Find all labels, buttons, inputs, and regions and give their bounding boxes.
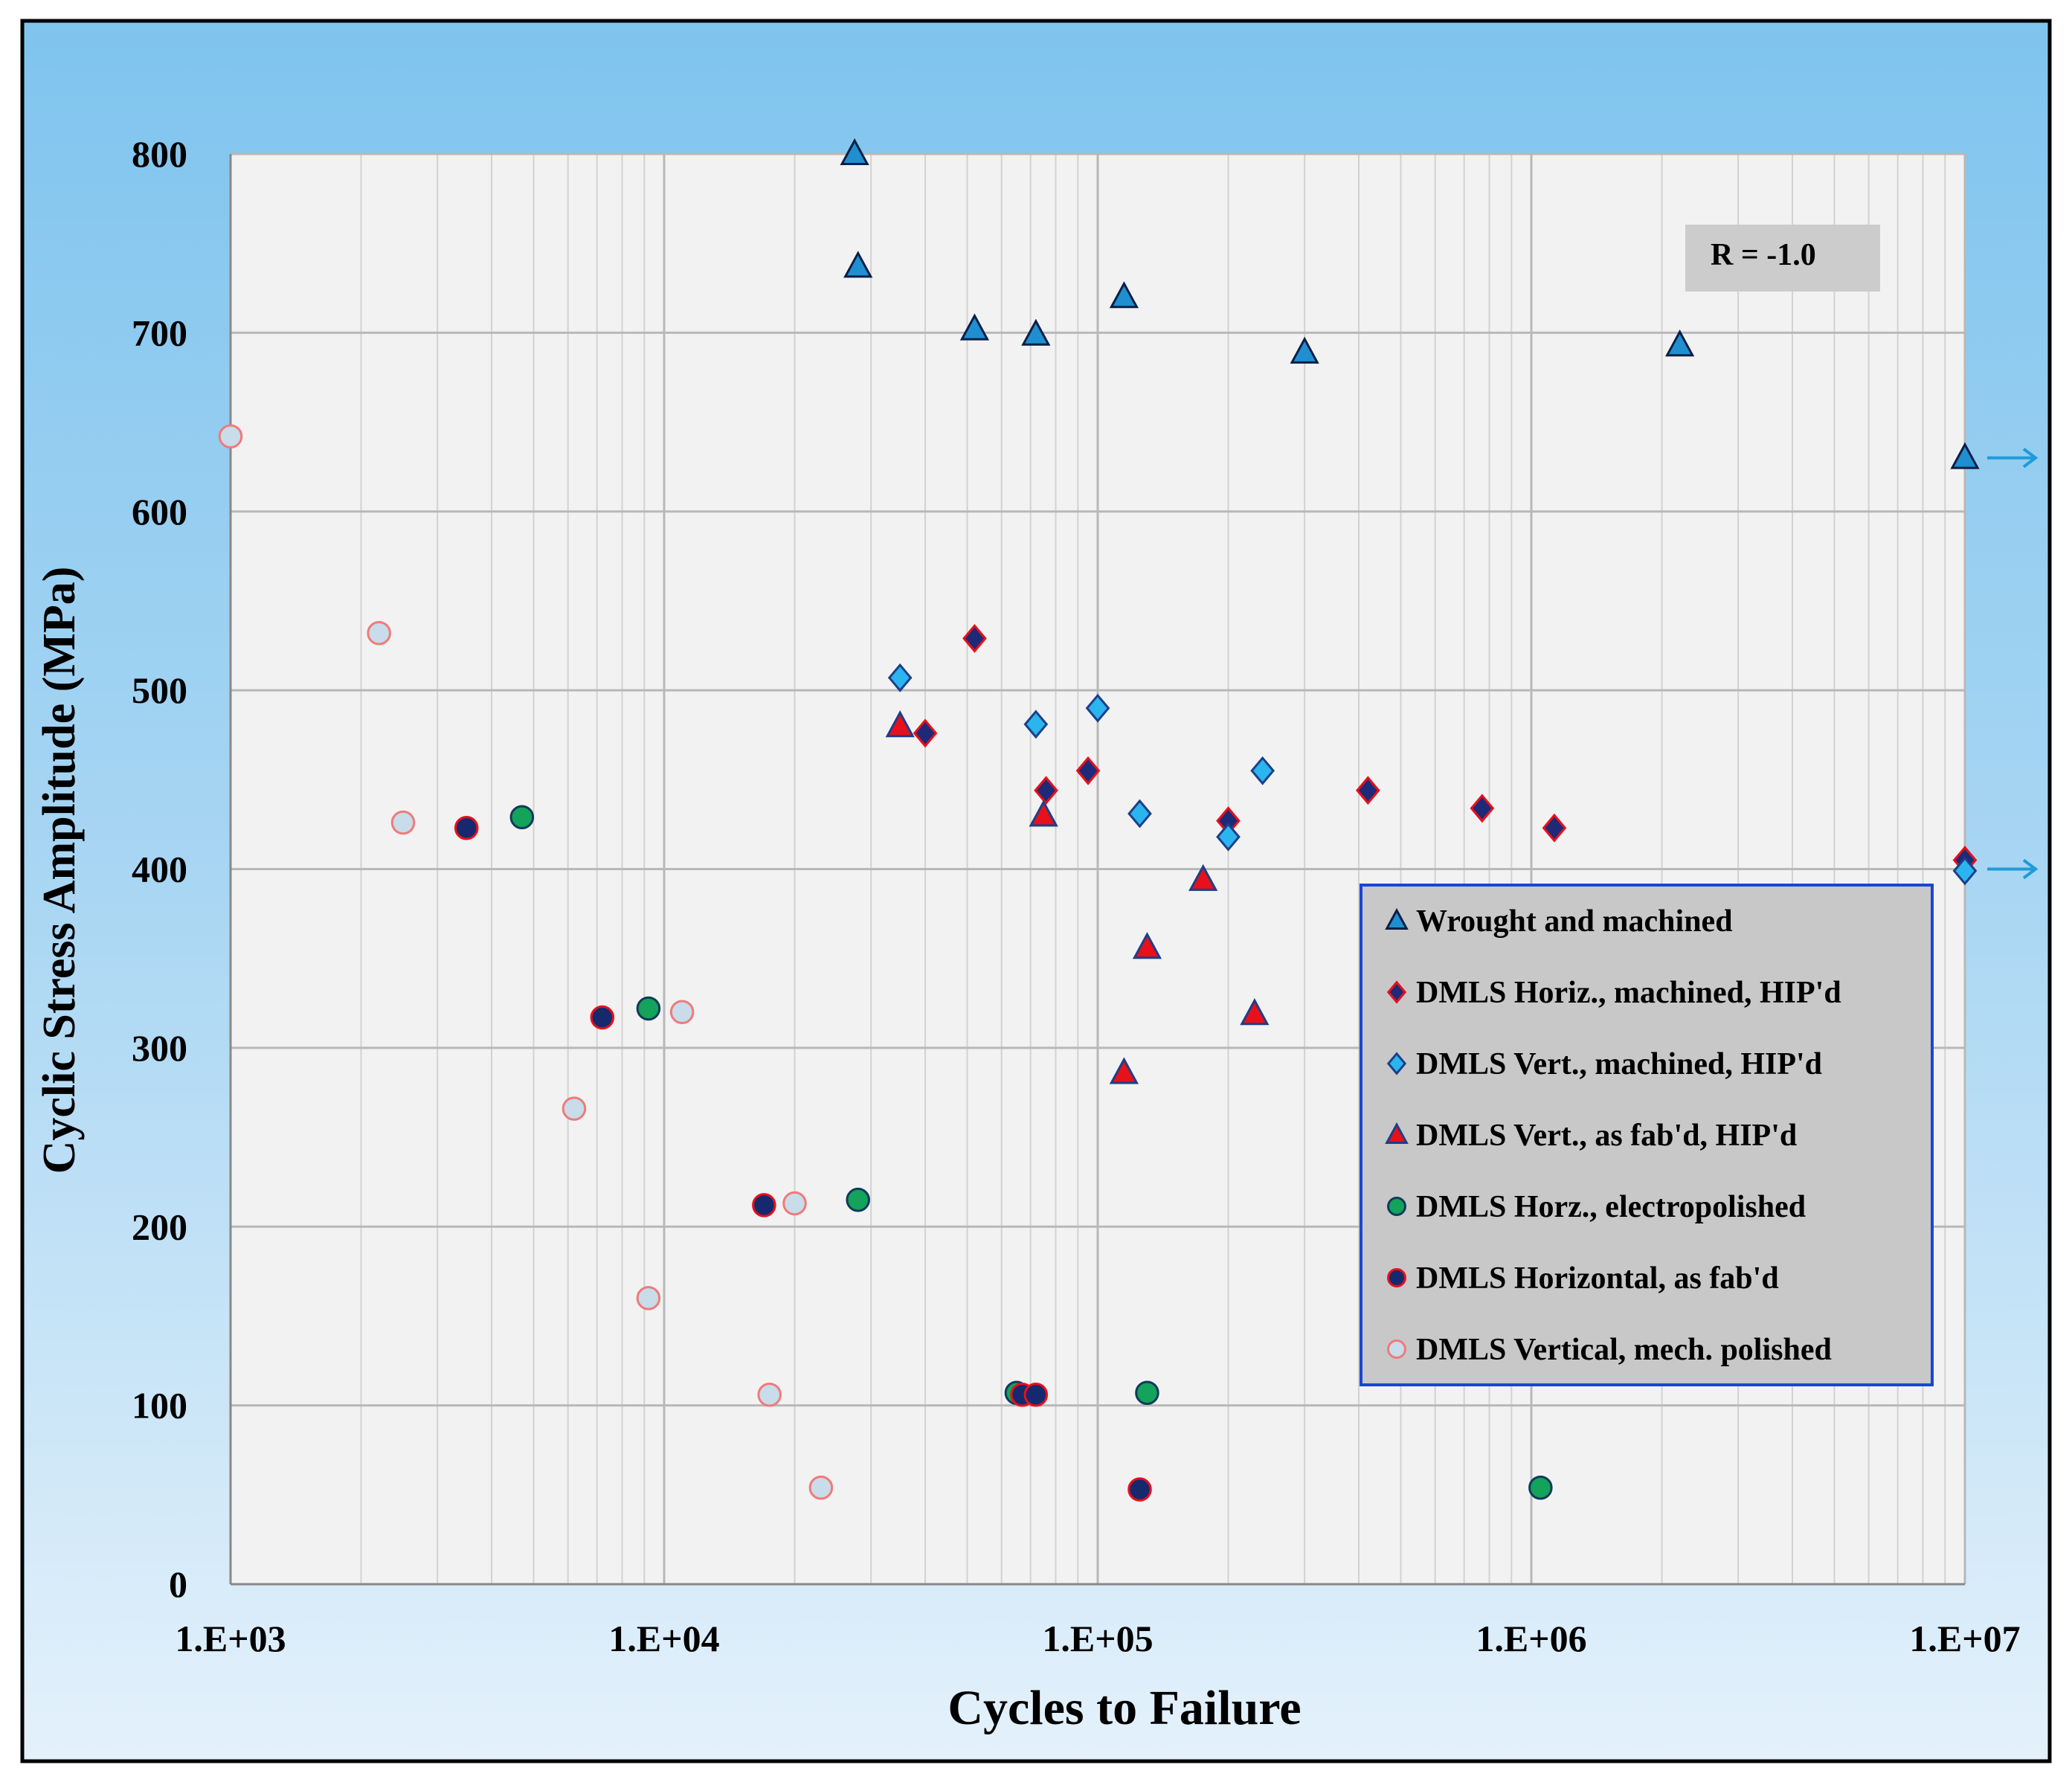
data-point-series-1 bbox=[1021, 318, 1051, 346]
y-tick-label: 100 bbox=[132, 1385, 187, 1427]
data-point-series-5 bbox=[1135, 1380, 1159, 1406]
legend-label: Wrought and machined bbox=[1416, 904, 1733, 939]
data-point-series-7 bbox=[636, 1286, 661, 1310]
data-point-series-3 bbox=[1250, 756, 1275, 785]
data-point-series-4 bbox=[1109, 1057, 1139, 1084]
y-tick-label: 300 bbox=[132, 1027, 187, 1069]
legend-marker-series-2 bbox=[1386, 980, 1407, 1004]
y-tick-label: 800 bbox=[132, 133, 187, 175]
data-point-series-4 bbox=[1240, 998, 1270, 1026]
data-point-series-7 bbox=[757, 1382, 782, 1407]
data-point-series-3 bbox=[1023, 710, 1049, 739]
data-point-series-4 bbox=[1132, 932, 1162, 959]
data-point-series-3 bbox=[1085, 693, 1110, 723]
legend-marker-series-6 bbox=[1387, 1268, 1406, 1287]
data-point-series-3 bbox=[887, 663, 913, 692]
legend-label: DMLS Vertical, mech. polished bbox=[1416, 1333, 1832, 1367]
data-point-series-1 bbox=[1665, 329, 1695, 357]
legend-marker-series-1 bbox=[1385, 907, 1409, 930]
data-point-series-5 bbox=[1528, 1475, 1553, 1500]
legend-label: DMLS Vert., as fab'd, HIP'd bbox=[1416, 1119, 1797, 1153]
data-point-series-2 bbox=[962, 623, 987, 653]
legend-marker-series-5 bbox=[1387, 1197, 1406, 1216]
annotation-box: R = -1.0 bbox=[1685, 225, 1880, 292]
arrow-layer bbox=[1987, 448, 2039, 880]
data-point-series-7 bbox=[808, 1475, 834, 1500]
legend-entries: Wrought and machined DMLS Horiz., machine… bbox=[1385, 904, 1841, 1367]
runout-arrow-head bbox=[2022, 858, 2039, 880]
x-tick-label: 1.E+03 bbox=[175, 1618, 286, 1659]
legend-marker-series-3 bbox=[1386, 1052, 1407, 1075]
data-point-series-6 bbox=[752, 1193, 776, 1218]
data-point-series-4 bbox=[885, 710, 915, 738]
data-point-series-7 bbox=[669, 1000, 695, 1025]
x-tick-label: 1.E+06 bbox=[1476, 1618, 1586, 1659]
data-point-series-2 bbox=[1542, 813, 1567, 843]
data-point-series-6 bbox=[454, 815, 479, 840]
data-point-series-2 bbox=[913, 718, 938, 748]
data-point-series-4 bbox=[1188, 863, 1218, 891]
data-point-series-1 bbox=[1109, 281, 1139, 309]
legend-label: DMLS Vert., machined, HIP'd bbox=[1416, 1047, 1822, 1081]
data-point-series-5 bbox=[846, 1187, 870, 1212]
annotation-label: R = -1.0 bbox=[1711, 238, 1816, 272]
data-point-series-7 bbox=[218, 424, 243, 449]
x-axis-title: Cycles to Failure bbox=[947, 1681, 1301, 1735]
axis-layer: 0 100 200 300 400 500 600 700 800 1.E+03 1.E+04 1.E… bbox=[132, 133, 2021, 1659]
legend-label: DMLS Horizontal, as fab'd bbox=[1416, 1261, 1779, 1296]
data-point-series-6 bbox=[590, 1005, 615, 1030]
legend-box bbox=[1360, 884, 1934, 1386]
y-tick-label: 700 bbox=[132, 312, 187, 353]
data-point-series-5 bbox=[636, 996, 661, 1021]
data-point-series-1 bbox=[843, 251, 873, 278]
data-point-series-7 bbox=[562, 1096, 587, 1121]
data-point-series-7 bbox=[367, 620, 391, 646]
data-point-series-2 bbox=[1034, 776, 1058, 805]
legend-marker-series-7 bbox=[1387, 1339, 1406, 1359]
data-point-series-3 bbox=[1952, 856, 1978, 886]
data-point-series-2 bbox=[1075, 756, 1101, 785]
x-tick-label: 1.E+05 bbox=[1042, 1618, 1153, 1659]
legend-label: DMLS Horiz., machined, HIP'd bbox=[1416, 976, 1841, 1010]
legend-marker-series-4 bbox=[1385, 1122, 1409, 1144]
data-point-series-7 bbox=[390, 810, 416, 835]
marker-layer bbox=[218, 138, 1980, 1502]
runout-arrow-head bbox=[2022, 448, 2039, 469]
data-point-series-1 bbox=[1950, 442, 1980, 469]
legend-label: DMLS Horz., electropolished bbox=[1416, 1190, 1806, 1224]
data-point-series-2 bbox=[1470, 794, 1495, 823]
data-point-series-5 bbox=[509, 805, 535, 830]
data-point-series-2 bbox=[1355, 776, 1380, 805]
data-point-series-6 bbox=[1023, 1382, 1049, 1407]
y-axis-title: Cyclic Stress Amplitude (MPa) bbox=[34, 567, 85, 1174]
y-tick-label: 200 bbox=[132, 1206, 187, 1247]
data-point-series-3 bbox=[1216, 822, 1241, 852]
data-point-series-4 bbox=[1029, 800, 1058, 827]
data-point-series-7 bbox=[782, 1191, 807, 1216]
annotation-box-bg bbox=[1685, 225, 1880, 292]
y-tick-label: 500 bbox=[132, 669, 187, 711]
y-tick-label: 400 bbox=[132, 849, 187, 890]
data-point-series-1 bbox=[959, 313, 990, 341]
data-point-series-1 bbox=[1290, 336, 1319, 364]
legend: Wrought and machined DMLS Horiz., machine… bbox=[1360, 884, 1934, 1386]
y-tick-label: 0 bbox=[169, 1563, 187, 1605]
y-tick-label: 600 bbox=[132, 491, 187, 533]
x-tick-label: 1.E+07 bbox=[1909, 1618, 2020, 1659]
data-point-series-6 bbox=[1127, 1477, 1152, 1502]
x-tick-label: 1.E+04 bbox=[608, 1618, 719, 1659]
data-point-series-3 bbox=[1127, 799, 1152, 829]
data-point-series-1 bbox=[840, 138, 869, 165]
